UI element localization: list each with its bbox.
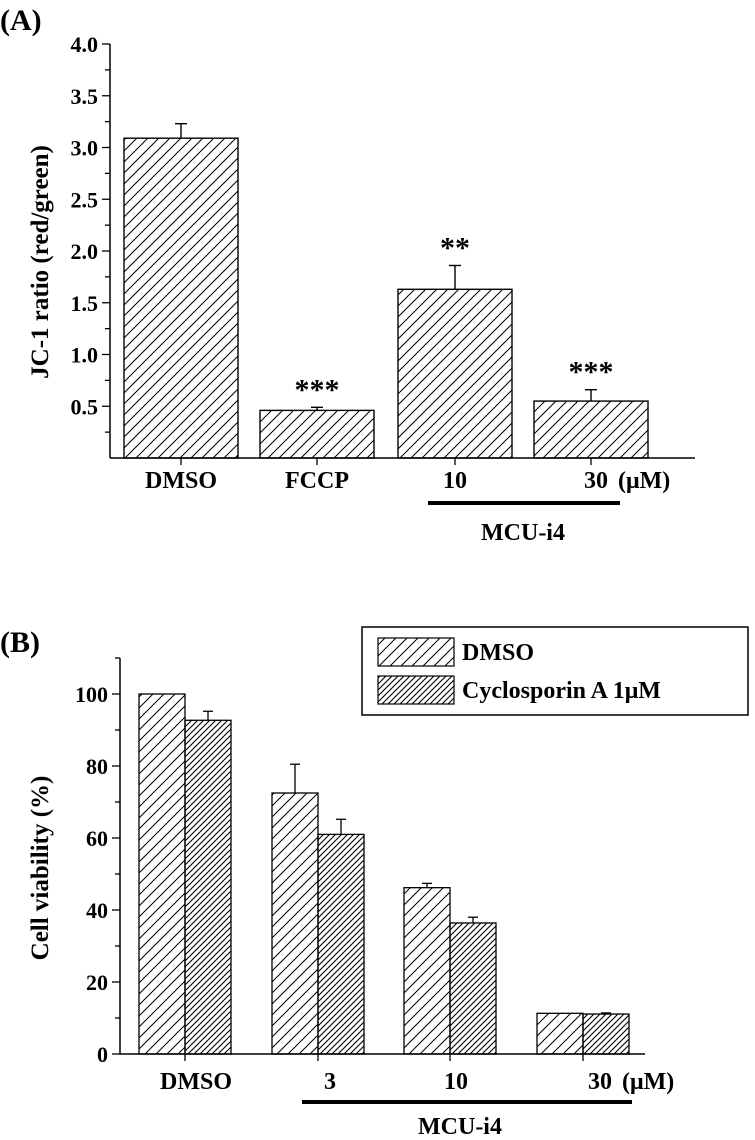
panel-a-y-axis-title: JC-1 ratio (red/green) <box>27 145 54 379</box>
panel-a-category-label: 10 <box>443 468 467 494</box>
panel-a: (A) 0.5 1.0 1.5 2.0 2.5 3.0 3.5 4.0 DMSO FCCP 10 30… <box>0 4 695 546</box>
panel-a-category-label: FCCP <box>285 468 349 494</box>
panel-b-bar-cyclosporin <box>317 833 365 1055</box>
legend-swatch-cyclosporin <box>377 675 455 705</box>
panel-a-bars: ******** <box>123 122 649 459</box>
panel-a-unit-label: (μM) <box>618 468 670 494</box>
panel-b: (B) 0 20 40 60 80 100 DMSO 3 10 30 Cell viability… <box>0 626 749 1140</box>
panel-a-significance-label: *** <box>295 373 340 406</box>
legend-label-cyclosporin: Cyclosporin A 1μM <box>462 678 661 704</box>
panel-b-legend: DMSO Cyclosporin A 1μM <box>361 626 749 716</box>
panel-a-group-label: MCU-i4 <box>481 520 565 546</box>
panel-a-y-tick-label: 2.5 <box>71 187 99 212</box>
panel-b-y-tick-label: 100 <box>75 682 108 707</box>
panel-b-bar-dmso <box>271 792 319 1055</box>
panel-b-category-label: 10 <box>444 1069 468 1095</box>
panel-a-y-tick-label: 3.0 <box>71 136 99 161</box>
panel-b-y-axis-title: Cell viability (%) <box>27 776 54 961</box>
panel-a-label: (A) <box>0 4 42 37</box>
panel-b-group-label: MCU-i4 <box>418 1114 502 1140</box>
panel-b-bars <box>138 693 630 1055</box>
panel-b-category-label: 30 <box>588 1069 612 1095</box>
panel-a-significance-label: *** <box>569 356 614 389</box>
legend-swatch-dmso <box>377 637 455 667</box>
panel-b-bar-cyclosporin <box>449 922 497 1055</box>
panel-b-bar-cyclosporin <box>184 719 232 1055</box>
panel-b-y-tick-label: 60 <box>86 826 108 851</box>
panel-b-y-tick-label: 80 <box>86 754 108 779</box>
panel-a-y-tick-label: 0.5 <box>71 394 99 419</box>
panel-a-axes: 0.5 1.0 1.5 2.0 2.5 3.0 3.5 4.0 DMSO FCCP 10 30 <box>71 32 695 494</box>
panel-b-bar-dmso <box>403 887 451 1055</box>
panel-b-bar-cyclosporin <box>582 1013 630 1055</box>
panel-b-category-label: DMSO <box>160 1069 232 1095</box>
legend-label-dmso: DMSO <box>462 640 534 666</box>
panel-a-bar <box>397 288 513 459</box>
panel-a-significance-label: ** <box>440 231 470 264</box>
panel-a-y-tick-label: 4.0 <box>71 32 99 57</box>
panel-a-y-tick-label: 1.5 <box>71 291 99 316</box>
panel-a-y-tick-label: 2.0 <box>71 239 99 264</box>
panel-a-bar <box>533 400 649 459</box>
panel-b-bar-dmso <box>138 693 186 1055</box>
panel-a-category-label: DMSO <box>145 468 217 494</box>
panel-b-category-label: 3 <box>324 1069 336 1095</box>
panel-a-y-tick-label: 3.5 <box>71 84 99 109</box>
panel-a-bar <box>123 137 239 459</box>
panel-b-y-tick-label: 40 <box>86 898 108 923</box>
panel-a-category-label: 30 <box>584 468 608 494</box>
panel-b-label: (B) <box>0 626 40 659</box>
panel-b-bar-dmso <box>536 1012 584 1055</box>
panel-b-y-tick-label: 0 <box>97 1042 108 1067</box>
panel-b-y-tick-label: 20 <box>86 970 108 995</box>
panel-a-bar <box>259 409 375 459</box>
panel-a-y-tick-label: 1.0 <box>71 343 99 368</box>
panel-b-unit-label: (μM) <box>622 1069 674 1095</box>
